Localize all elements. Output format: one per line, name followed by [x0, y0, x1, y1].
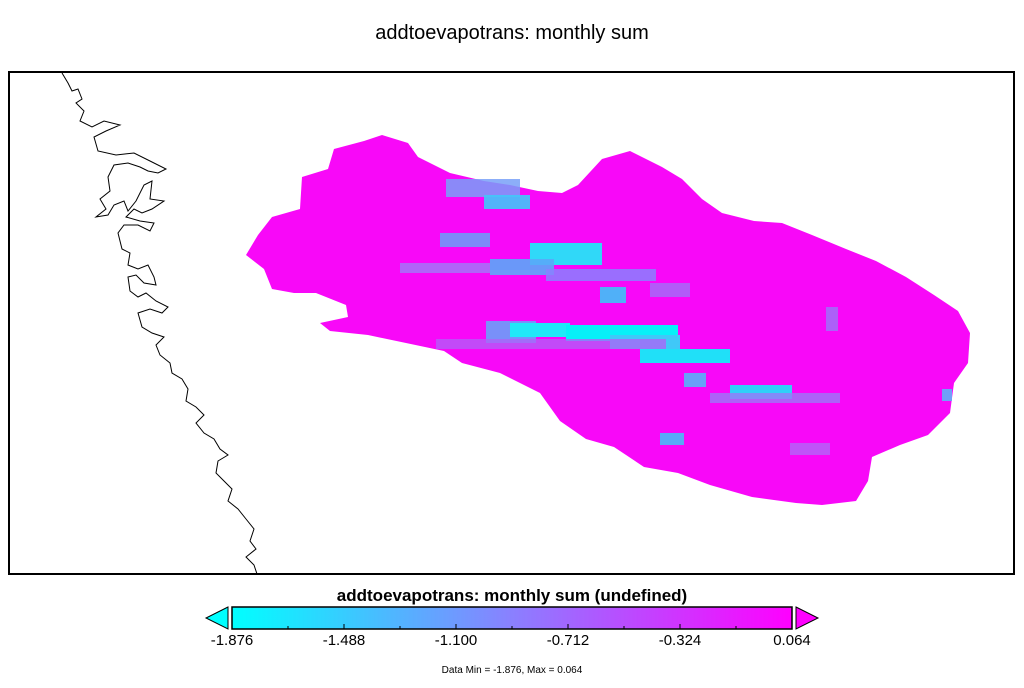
colorbar-ticks [231, 624, 793, 629]
basin-region [246, 135, 970, 505]
low-value-patches [400, 179, 952, 455]
colorbar-low-arrow [204, 606, 229, 630]
colorbar-tick-label: 0.064 [773, 632, 811, 649]
colorbar [204, 606, 820, 630]
colorbar-gradient [231, 606, 793, 630]
colorbar-tick-label: -0.712 [546, 632, 590, 649]
map-panel [8, 71, 1015, 575]
colorbar-tick-label: -1.488 [322, 632, 366, 649]
colorbar-high-arrow [795, 606, 820, 630]
coastline [61, 73, 258, 573]
colorbar-tick-label: -1.100 [434, 632, 478, 649]
data-range-text: Data Min = -1.876, Max = 0.064 [441, 665, 583, 676]
colorbar-tick-label: -0.324 [658, 632, 702, 649]
map-canvas [61, 73, 970, 573]
colorbar-tick-label: -1.876 [210, 632, 254, 649]
colorbar-title: addtoevapotrans: monthly sum (undefined) [336, 586, 688, 605]
map-title: addtoevapotrans: monthly sum [375, 22, 649, 44]
